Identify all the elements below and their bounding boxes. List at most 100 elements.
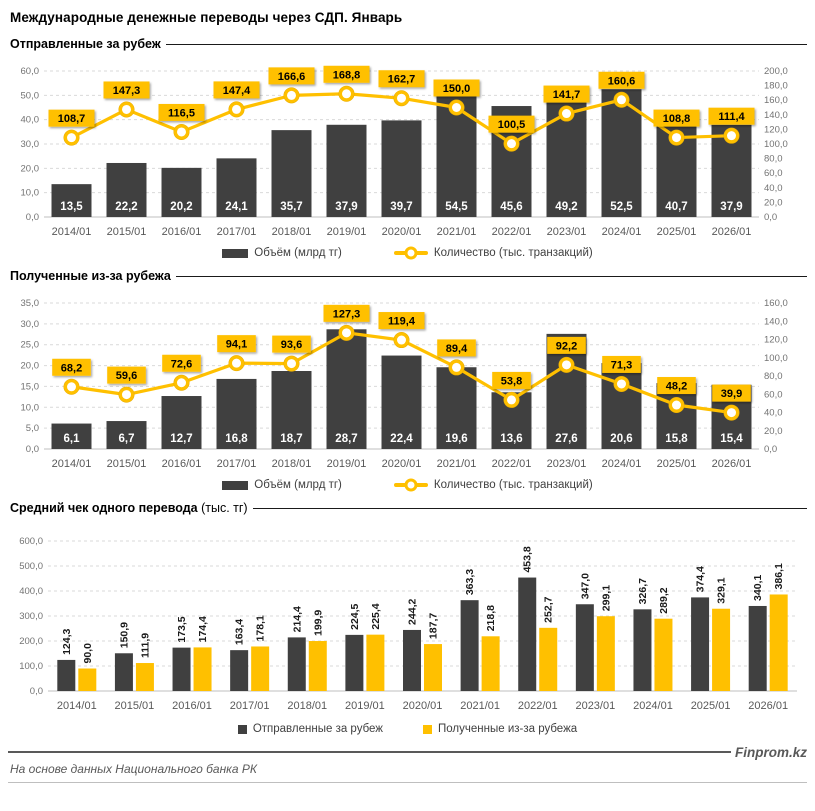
line-value-label: 160,6 [608,75,636,87]
line-swatch-icon [393,483,428,487]
callout-box [437,339,476,357]
line-marker [669,130,684,146]
line-marker [339,325,354,341]
bar [691,597,710,691]
callout-box [708,107,755,125]
line-swatch-icon [393,251,428,255]
line-value-label: 59,6 [116,370,137,382]
category-label: 2020/01 [382,226,422,238]
bar-value-label: 178,1 [255,615,267,641]
category-label: 2023/01 [575,700,615,712]
bar [287,637,306,691]
category-label: 2019/01 [345,700,385,712]
right-axis-tick-label: 180,0 [764,81,788,92]
bar-value-label: 174,4 [197,616,209,642]
bar-value-label: 13,6 [500,433,522,445]
bar-value-label: 6,1 [64,433,81,445]
line-value-label: 48,2 [666,381,687,393]
line-marker [284,87,299,103]
bar-swatch-icon [222,248,249,258]
line-value-label: 53,8 [501,375,522,387]
bar [135,663,154,691]
line-marker [339,86,354,102]
bar [114,653,133,691]
bar-value-label: 252,7 [543,596,555,622]
left-axis-tick-label: 35,0 [21,298,40,309]
bar-value-label: 27,6 [555,433,577,445]
bar-value-label: 374,4 [695,566,707,592]
legend-label: Количество (тыс. транзакций) [433,479,593,491]
line-marker [504,136,519,152]
bar-value-label: 20,6 [610,433,632,445]
legend-label: Объём (млрд тг) [254,247,342,259]
line-value-label: 108,8 [663,113,691,125]
bar [403,629,421,691]
category-label: 2015/01 [115,700,155,712]
category-label: 2022/01 [492,458,532,470]
right-axis-tick-label: 140,0 [764,110,788,121]
left-axis-tick-label: 10,0 [21,188,40,199]
category-label: 2016/01 [172,700,212,712]
category-label: 2017/01 [217,226,257,238]
bar-value-label: 453,8 [522,546,534,572]
line-marker [504,392,519,408]
page-title: Международные денежные переводы через СД… [10,10,403,25]
bar-value-label: 224,5 [349,603,361,629]
bar [345,634,364,691]
legend-item-count: Количество (тыс. транзакций) [393,479,593,491]
bar-value-label: 289,2 [658,587,670,613]
right-axis-tick-label: 40,0 [764,408,783,419]
callout-box [268,67,315,85]
left-axis-tick-label: 500,0 [19,561,43,572]
bar-value-label: 39,7 [390,201,412,213]
callout-box [52,358,91,376]
bar [51,423,92,449]
line-marker [724,128,739,144]
left-axis-tick-label: 100,0 [19,661,43,672]
dark-square-swatch-icon [237,724,247,734]
line-value-label: 147,4 [223,85,251,97]
bar-value-label: 173,5 [176,616,188,642]
callout-box [158,103,205,121]
right-axis-tick-label: 20,0 [764,197,783,208]
callout-box [433,79,480,97]
bar-value-label: 15,8 [665,433,688,445]
bar [633,609,652,691]
section-title: Полученные из-за рубежа [10,269,171,283]
section-header-average: Средний чек одного перевода (тыс. тг) [10,501,807,515]
line-value-label: 89,4 [446,343,468,355]
category-label: 2022/01 [492,226,532,238]
category-label: 2017/01 [217,458,257,470]
category-label: 2026/01 [712,458,752,470]
bar-value-label: 19,6 [445,433,467,445]
bar [436,367,477,449]
category-label: 2024/01 [602,458,642,470]
category-label: 2025/01 [657,226,697,238]
line-value-label: 94,1 [226,339,247,351]
left-axis-tick-label: 25,0 [21,340,40,351]
bar-value-label: 124,3 [61,628,73,654]
bar [51,184,92,217]
brand-row: Finprom.kz [8,745,807,760]
bar-value-label: 111,9 [139,633,151,658]
brand-rule [8,751,731,753]
callout-box [378,70,425,88]
callout-box [323,304,370,322]
line-marker [559,106,574,122]
line-marker [614,376,629,392]
bar-value-label: 40,7 [665,201,687,213]
bar [575,604,594,691]
line-marker [449,100,464,115]
bar-value-label: 163,4 [234,619,246,645]
bar-value-label: 54,5 [445,201,468,213]
section-title-suffix: (тыс. тг) [197,501,248,515]
chart-received-abroad: 0,0 5,0 10,0 15,0 20,0 25,0 30,0 35,0 0,0 20,0 40,… [21,298,788,470]
line-marker [64,379,79,395]
bar [748,605,767,691]
right-axis-tick-label: 140,0 [764,316,788,327]
bar [308,641,327,691]
legend-label: Отправленные за рубеж [252,723,383,735]
line-value-label: 111,4 [718,111,745,123]
line-marker [119,101,134,117]
callout-box [107,366,146,384]
